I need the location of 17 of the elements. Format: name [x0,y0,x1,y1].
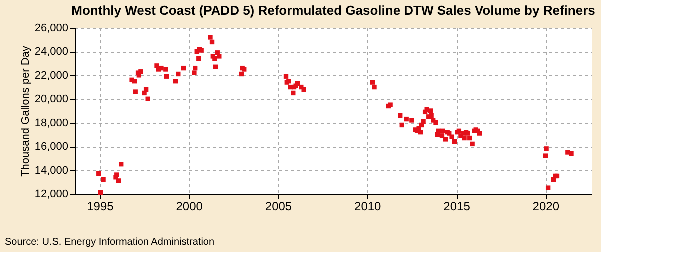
x-tick-label: 2005 [265,200,292,214]
y-tick-label: 16,000 [34,141,68,154]
x-tick-label: 2010 [354,200,382,214]
x-tick-label: 2000 [176,200,204,214]
y-tick-label: 12,000 [34,188,68,200]
x-tick-label: 2020 [532,200,560,214]
x-tick-label: 2015 [444,200,471,214]
source-note: Source: U.S. Energy Information Administration [5,237,215,248]
y-tick-label: 24,000 [34,46,68,58]
y-tick-label: 20,000 [34,94,68,106]
y-tick-label: 18,000 [34,117,68,130]
chart-title: Monthly West Coast (PADD 5) Reformulated Gasoline DTW Sales Volume by Refiners [72,3,596,18]
y-tick-label: 26,000 [34,22,68,34]
x-tick-label: 1995 [87,200,114,214]
y-tick-label: 14,000 [34,164,68,177]
y-axis-title: Thousand Gallons per Day [20,46,32,177]
y-tick-label: 22,000 [34,70,68,82]
